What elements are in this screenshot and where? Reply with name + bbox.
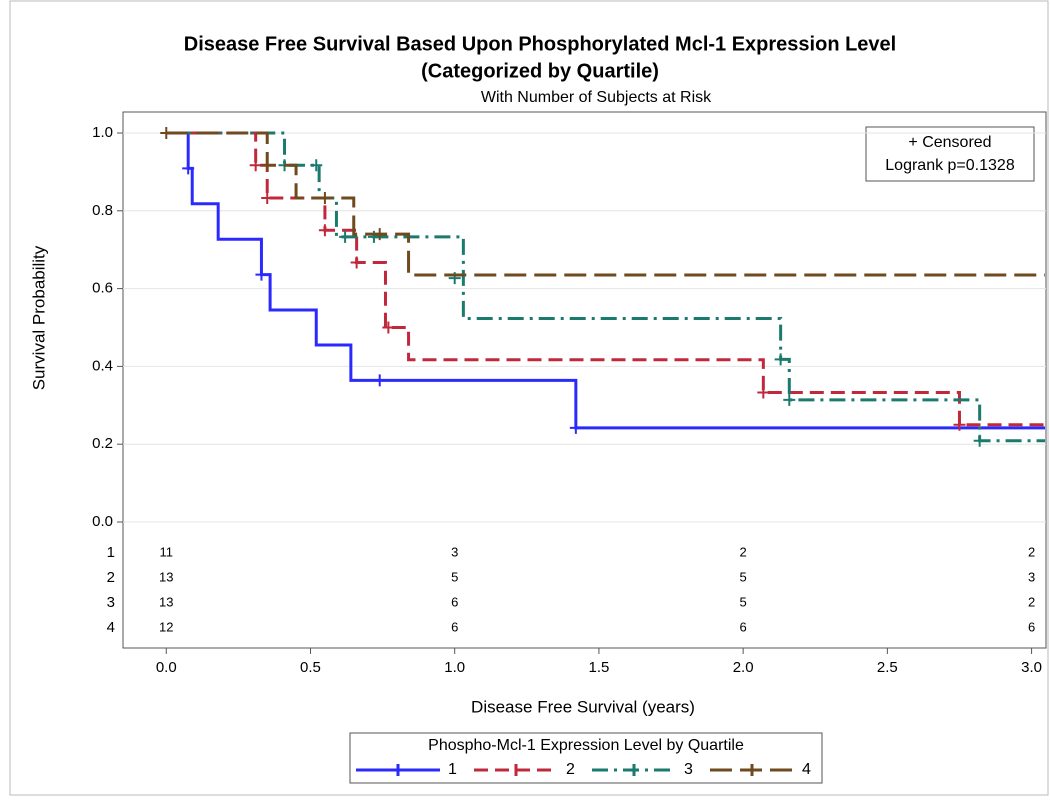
at-risk-count: 2 [740, 544, 747, 559]
at-risk-count: 5 [451, 569, 458, 584]
y-axis-label: Survival Probability [29, 245, 48, 390]
at-risk-count: 13 [159, 594, 173, 609]
y-tick-label: 0.0 [92, 513, 113, 530]
at-risk-count: 6 [451, 594, 458, 609]
at-risk-count: 6 [740, 619, 747, 634]
censor-mark [249, 159, 262, 172]
x-tick-label: 2.0 [733, 659, 754, 676]
y-tick-label: 0.2 [92, 435, 113, 452]
legend-label: 2 [566, 761, 575, 778]
at-risk-count: 5 [740, 569, 747, 584]
censor-mark [339, 230, 352, 243]
at-risk-group: 2 [107, 569, 115, 586]
legend-label: 4 [802, 761, 811, 778]
survival-curve [166, 131, 1045, 443]
legend-swatch [592, 764, 676, 776]
legend-swatch [356, 764, 440, 776]
at-risk-count: 2 [1028, 594, 1035, 609]
inset-legend: + Censored [908, 134, 991, 151]
at-risk-count: 6 [1028, 619, 1035, 634]
y-tick-label: 0.6 [92, 280, 113, 297]
censor-mark [973, 434, 986, 447]
x-tick-label: 0.5 [300, 659, 321, 676]
censor-mark [318, 224, 331, 237]
censor-mark [261, 191, 274, 204]
censor-mark [373, 374, 386, 387]
x-axis-label: Disease Free Survival (years) [471, 697, 695, 716]
at-risk-count: 3 [1028, 569, 1035, 584]
censor-mark [953, 418, 966, 431]
legend-title: Phospho-Mcl-1 Expression Level by Quarti… [428, 737, 744, 754]
chart-title: (Categorized by Quartile) [421, 60, 659, 82]
x-tick-label: 1.5 [588, 659, 609, 676]
censor-mark [318, 191, 331, 204]
legend-box [349, 732, 823, 784]
legend-swatch [710, 764, 794, 776]
y-tick-label: 0.4 [92, 357, 113, 374]
legend-swatch [474, 764, 558, 776]
censor-mark [182, 162, 195, 175]
at-risk-count: 6 [451, 619, 458, 634]
at-risk-count: 5 [740, 594, 747, 609]
at-risk-count: 2 [1028, 544, 1035, 559]
censor-mark [261, 159, 274, 172]
outer-border [9, 0, 1049, 796]
x-tick-label: 2.5 [877, 659, 898, 676]
censor-mark [569, 421, 582, 434]
censor-mark [774, 353, 787, 366]
x-tick-label: 0.0 [156, 659, 177, 676]
legend-label: 3 [684, 761, 693, 778]
legend-label: 1 [448, 761, 457, 778]
censor-mark [757, 386, 770, 399]
at-risk-group: 4 [107, 619, 115, 636]
censor-mark [382, 321, 395, 334]
x-tick-label: 3.0 [1021, 659, 1042, 676]
at-risk-group: 1 [107, 544, 115, 561]
censor-mark [310, 159, 323, 172]
inset-legend: Logrank p=0.1328 [885, 157, 1015, 174]
censor-mark [350, 256, 363, 269]
chart-title: Disease Free Survival Based Upon Phospho… [184, 33, 896, 55]
censor-mark [255, 268, 268, 281]
inset-legend-box [865, 126, 1035, 182]
at-risk-count: 3 [451, 544, 458, 559]
x-tick-label: 1.0 [444, 659, 465, 676]
at-risk-group: 3 [107, 594, 115, 611]
at-risk-count: 13 [159, 569, 173, 584]
y-tick-label: 1.0 [92, 124, 113, 141]
at-risk-count: 12 [159, 619, 173, 634]
plot-frame [122, 111, 1047, 649]
censor-mark [373, 228, 386, 241]
censor-mark [160, 127, 173, 139]
at-risk-count: 11 [160, 544, 174, 559]
y-tick-label: 0.8 [92, 202, 113, 219]
censor-mark [783, 393, 796, 406]
chart-subtitle: With Number of Subjects at Risk [481, 89, 712, 106]
